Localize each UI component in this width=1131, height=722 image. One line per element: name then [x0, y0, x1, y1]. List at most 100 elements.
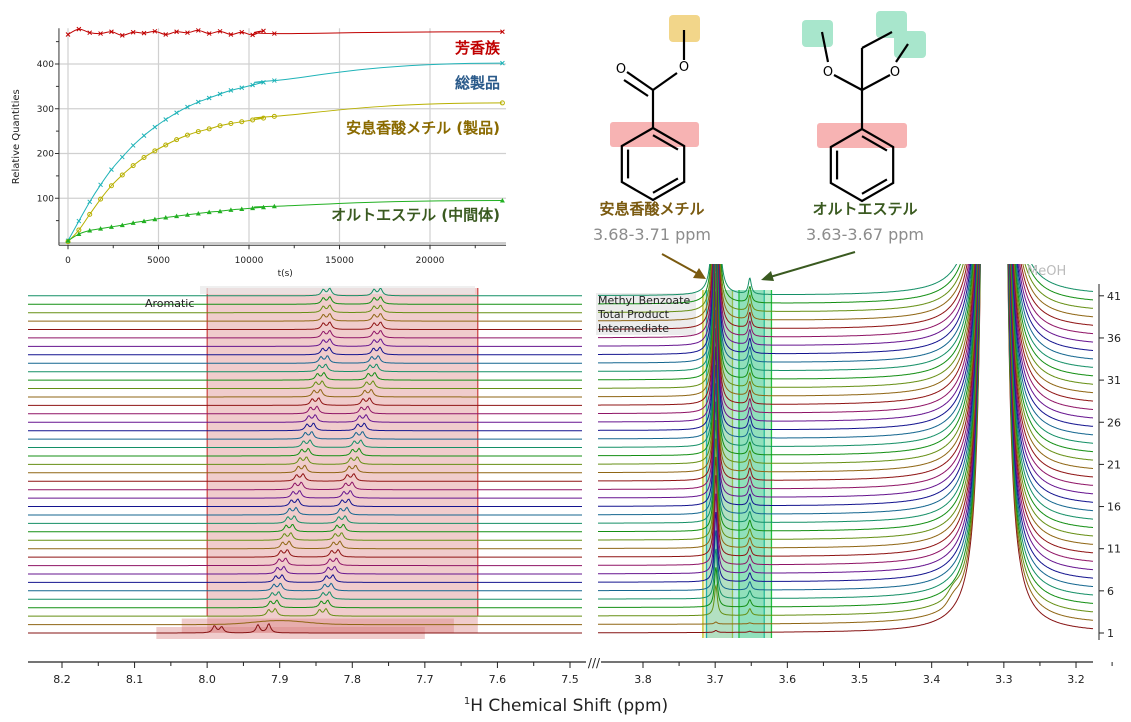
data-point-circle: [250, 117, 256, 123]
data-point-x: [206, 31, 212, 36]
bond: [820, 31, 830, 63]
data-point-x: [87, 30, 93, 36]
data-point-x: [174, 110, 179, 116]
x-tick-label: 8.2: [53, 673, 71, 686]
spectrum-trace-left: [28, 371, 582, 381]
chemical-structures: O O 安息香酸メチル 3.68-3.71 ppm O O オルトエステル 3.63-3.67…: [593, 11, 926, 281]
series-label: 芳香族: [455, 39, 501, 57]
spectrum-trace-left: [28, 557, 582, 567]
spectrum-trace-right: [598, 264, 1093, 524]
trace-tick-label: 26: [1107, 416, 1121, 429]
spectrum-trace-left: [28, 599, 582, 609]
spectrum-trace-right: [598, 264, 1093, 414]
methyl-highlight: [894, 31, 926, 58]
region-label-intermediate: Intermediate: [598, 322, 669, 335]
bond: [626, 71, 654, 91]
x-tick-label: 3.8: [634, 673, 652, 686]
data-point-x: [261, 79, 266, 85]
spectrum-trace-left: [28, 574, 582, 583]
data-point-x: [109, 29, 114, 35]
methyl-highlight: [802, 20, 833, 47]
double-bond: [861, 178, 888, 195]
data-point-x: [98, 31, 103, 36]
spectrum-trace-right: [598, 264, 1094, 296]
data-point-circle: [206, 126, 212, 132]
methyl-highlight: [669, 15, 700, 42]
x-tick-label: 0: [65, 256, 71, 266]
spectrum-trace-right: [598, 264, 1093, 330]
spectrum-trace-left: [28, 304, 582, 314]
data-point-x: [261, 28, 266, 34]
data-point-x: [130, 29, 136, 35]
spectrum-trace-right: [598, 264, 1093, 482]
data-point-x: [217, 91, 223, 97]
spectrum-trace-right: [598, 264, 1093, 473]
fit-line-3: [67, 199, 503, 242]
spectrum-trace-right: [598, 264, 1093, 305]
data-point-x: [76, 218, 82, 224]
spectrum-trace-left: [28, 498, 582, 507]
spectrum-trace-right: [598, 264, 1093, 448]
bond: [895, 43, 909, 63]
solvent-label: MeOH: [1027, 264, 1066, 279]
spectrum-trace-left: [28, 439, 582, 448]
x-tick-label: 3.3: [995, 673, 1013, 686]
data-point-triangle: [260, 204, 266, 210]
trace-tick-label: 1: [1107, 627, 1114, 640]
data-point-circle: [98, 196, 104, 202]
data-point-x: [185, 30, 190, 36]
x-tick-label: 7.6: [489, 673, 507, 686]
data-point-x: [195, 28, 201, 33]
y-tick-label: 200: [37, 150, 54, 160]
data-point-triangle: [271, 203, 277, 209]
spectrum-trace-right: [598, 264, 1094, 381]
spectrum-trace-left: [28, 363, 582, 373]
spectrum-trace-left: [28, 464, 582, 474]
x-tick-label: 3.5: [851, 673, 869, 686]
x-tick-label: 10000: [235, 256, 264, 266]
spectrum-trace-left: [28, 388, 582, 398]
data-point-circle: [152, 148, 158, 154]
data-point-x: [185, 104, 190, 110]
double-bond: [652, 134, 679, 151]
data-point-x: [163, 117, 169, 122]
spectrum-trace-right: [598, 264, 1093, 355]
spectrum-trace-left: [28, 481, 582, 491]
data-point-x: [217, 28, 223, 34]
data-point-triangle: [174, 213, 180, 219]
aromatic-highlight: [610, 122, 699, 147]
data-point-x: [98, 182, 103, 188]
spectrum-trace-right: [598, 264, 1093, 423]
x-axis-label-text: H Chemical Shift (ppm): [470, 696, 668, 716]
x-tick-label: 8.1: [126, 673, 144, 686]
data-point-triangle: [119, 222, 125, 228]
x-axis-label: t(s): [278, 269, 293, 279]
data-point-x: [228, 88, 234, 93]
data-point-x: [65, 32, 71, 37]
data-point-triangle: [108, 224, 114, 229]
data-point-x: [500, 29, 505, 35]
spectrum-trace-left: [28, 447, 582, 457]
spectrum-trace-right: [598, 264, 1094, 431]
trace-tick-label: 6: [1107, 585, 1114, 598]
spectrum-trace-left: [28, 329, 582, 339]
data-point-triangle: [76, 231, 82, 237]
fit-line-1: [67, 62, 503, 242]
spectrum-trace-left: [28, 456, 582, 465]
x-tick-label: 7.5: [561, 673, 579, 686]
bond: [861, 31, 893, 49]
spectrum-trace-left: [28, 354, 582, 364]
bond: [861, 74, 891, 91]
x-tick-label: 7.7: [416, 673, 434, 686]
spectrum-trace-left: [28, 296, 582, 305]
x-tick-label: 3.2: [1067, 673, 1085, 686]
x-tick-label: 8.0: [198, 673, 216, 686]
data-point-circle: [119, 172, 125, 178]
region-label-methyl-benzoate: Methyl Benzoate: [598, 294, 690, 307]
spectrum-trace-left: [28, 515, 582, 524]
data-point-x: [109, 167, 114, 172]
data-point-triangle: [217, 208, 223, 214]
orthoester-label: オルトエステル: [812, 200, 917, 218]
